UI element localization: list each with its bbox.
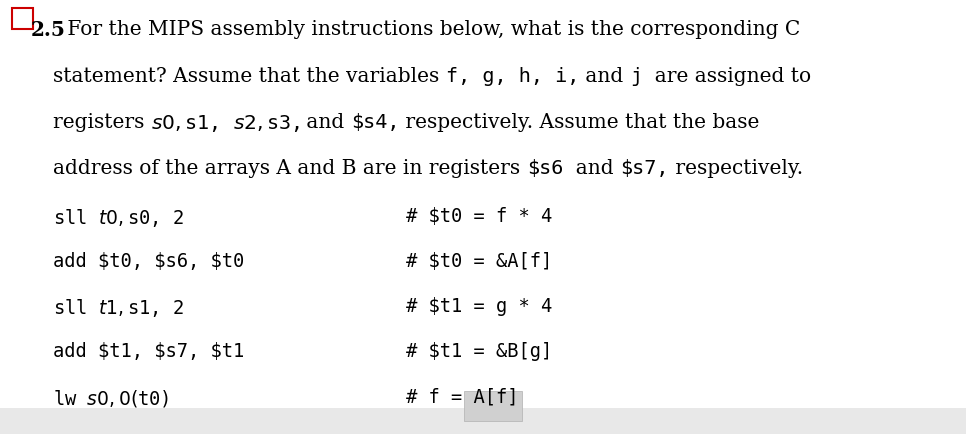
- Text: statement? Assume that the variables: statement? Assume that the variables: [53, 67, 445, 86]
- Text: $s4,: $s4,: [351, 113, 399, 132]
- Text: # $t1 = g * 4: # $t1 = g * 4: [406, 296, 552, 316]
- Text: # $t0 = &A[f]: # $t0 = &A[f]: [406, 251, 552, 270]
- Text: 2.5: 2.5: [31, 20, 66, 39]
- Text: sll $t0, $s0, 2: sll $t0, $s0, 2: [53, 206, 184, 228]
- Text: and: and: [300, 113, 351, 132]
- Text: For the MIPS assembly instructions below, what is the corresponding C: For the MIPS assembly instructions below…: [61, 20, 800, 39]
- Bar: [464, 391, 522, 421]
- Bar: [12, 9, 33, 30]
- Text: $s7,: $s7,: [620, 158, 668, 178]
- Text: $s0, $s1, $s2, $s3,: $s0, $s1, $s2, $s3,: [151, 113, 300, 134]
- Text: j: j: [630, 67, 641, 86]
- Text: lw $s0, 0($t0): lw $s0, 0($t0): [53, 387, 170, 408]
- Text: address of the arrays A and B are in registers: address of the arrays A and B are in reg…: [53, 158, 526, 178]
- Text: addi $t2, $t0, 4: addi $t2, $t0, 4: [53, 432, 196, 434]
- Text: respectively. Assume that the base: respectively. Assume that the base: [399, 113, 759, 132]
- Text: and: and: [563, 158, 620, 178]
- Text: registers: registers: [53, 113, 151, 132]
- Text: respectively.: respectively.: [668, 158, 803, 178]
- Text: add $t0, $s6, $t0: add $t0, $s6, $t0: [53, 251, 244, 270]
- Text: f, g, h, i,: f, g, h, i,: [445, 67, 580, 86]
- Text: are assigned to: are assigned to: [641, 67, 811, 86]
- Bar: [0, 408, 966, 434]
- Text: # f = A[f]: # f = A[f]: [406, 387, 518, 406]
- Text: and: and: [580, 67, 630, 86]
- Text: # $t1 = &B[g]: # $t1 = &B[g]: [406, 342, 552, 361]
- Text: $s6: $s6: [526, 158, 563, 178]
- Text: sll $t1, $s1, 2: sll $t1, $s1, 2: [53, 296, 184, 319]
- Text: # $t0 = f * 4: # $t0 = f * 4: [406, 206, 552, 225]
- Text: add $t1, $s7, $t1: add $t1, $s7, $t1: [53, 342, 244, 361]
